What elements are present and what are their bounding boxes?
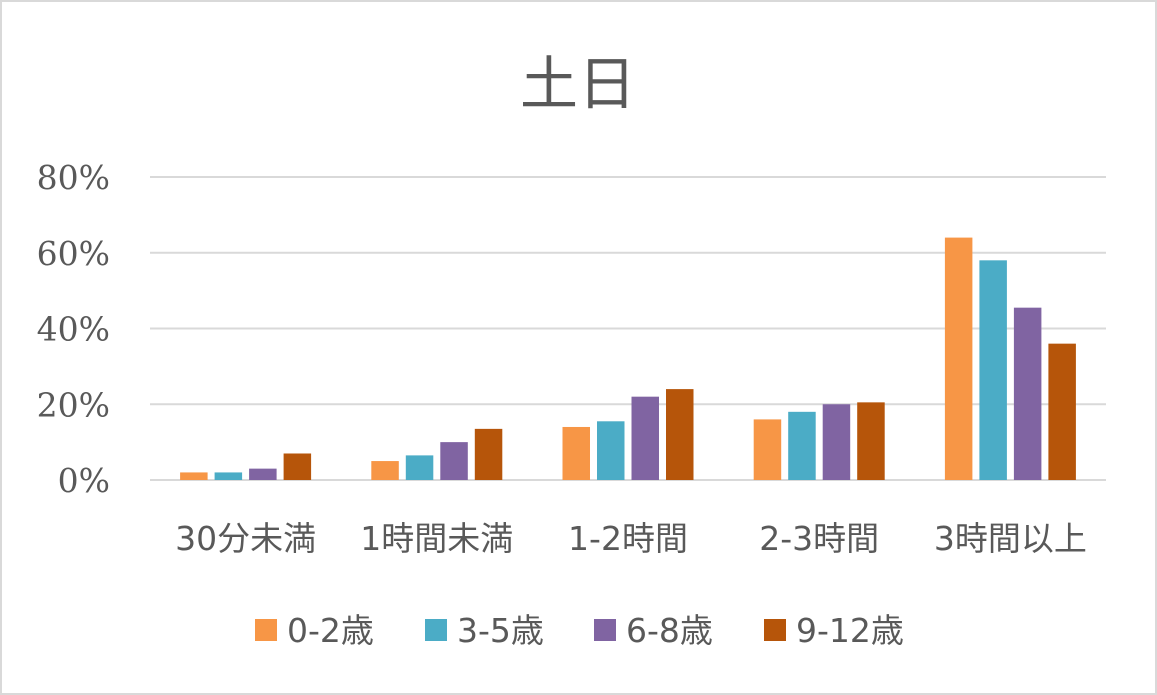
bar: [562, 426, 590, 480]
bar: [753, 419, 782, 480]
legend: 0-2歳 3-5歳 6-8歳 9-12歳: [255, 611, 904, 650]
bar: [1013, 307, 1042, 480]
legend-swatch: [764, 619, 786, 641]
bar: [474, 428, 503, 480]
x-tick-label: 3時間以上: [934, 519, 1087, 558]
bar-layer: [180, 237, 1076, 480]
legend-label: 6-8歳: [626, 611, 713, 650]
y-axis-tick-labels: 0% 20% 40% 60% 80%: [37, 158, 110, 500]
y-tick-label: 20%: [37, 385, 110, 424]
bar: [249, 468, 277, 480]
bar: [283, 453, 312, 480]
bar: [631, 396, 659, 480]
bar: [979, 260, 1007, 480]
x-tick-label: 30分未満: [175, 519, 316, 558]
chart-title: 土日: [520, 50, 636, 118]
legend-label: 0-2歳: [287, 611, 374, 650]
bar: [666, 389, 694, 480]
bar: [822, 404, 851, 480]
bar: [180, 472, 208, 480]
x-tick-label: 1-2時間: [568, 519, 688, 558]
bar: [1048, 343, 1076, 480]
x-axis-tick-labels: 30分未満 1時間未満 1-2時間 2-3時間 3時間以上: [175, 519, 1087, 558]
bar: [405, 455, 434, 480]
bar: [597, 421, 625, 480]
legend-label: 9-12歳: [796, 611, 904, 650]
bar: [788, 411, 816, 480]
x-tick-label: 1時間未満: [360, 519, 513, 558]
bar: [944, 237, 973, 480]
y-tick-label: 40%: [37, 310, 110, 349]
legend-swatch: [255, 619, 277, 641]
bar: [371, 461, 399, 480]
bar: [214, 472, 243, 480]
bar: [440, 442, 468, 480]
bar: [857, 402, 885, 480]
y-tick-label: 0%: [58, 461, 110, 500]
x-tick-label: 2-3時間: [759, 519, 879, 558]
y-tick-label: 60%: [37, 234, 110, 273]
legend-swatch: [425, 619, 447, 641]
legend-swatch: [594, 619, 616, 641]
legend-label: 3-5歳: [457, 611, 544, 650]
y-tick-label: 80%: [37, 158, 110, 197]
